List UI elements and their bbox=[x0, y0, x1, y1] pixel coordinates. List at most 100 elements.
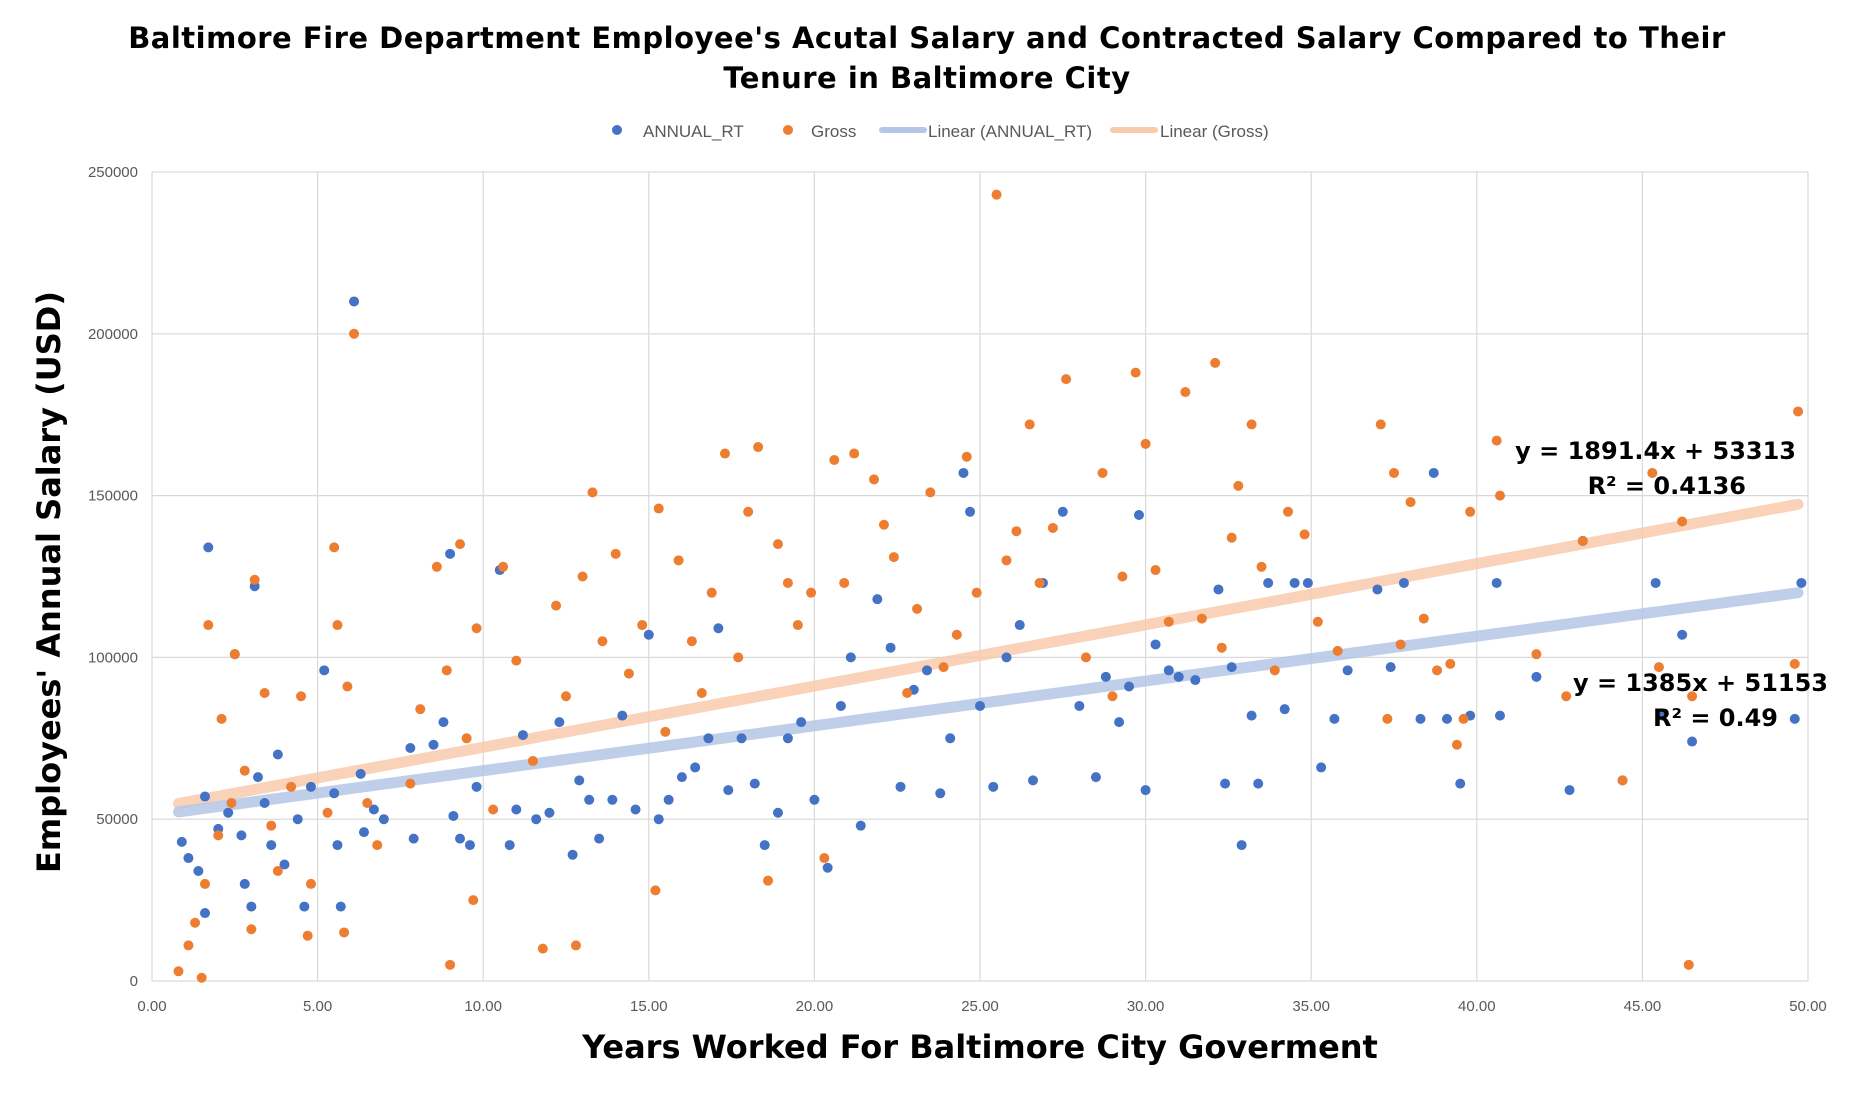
point-gross bbox=[1494, 490, 1505, 501]
point-annual-rt bbox=[1398, 577, 1409, 588]
point-gross bbox=[1097, 467, 1108, 478]
point-gross bbox=[1375, 419, 1386, 430]
point-annual-rt bbox=[736, 733, 747, 744]
point-gross bbox=[1465, 506, 1476, 517]
point-gross bbox=[471, 623, 482, 634]
point-gross bbox=[719, 448, 730, 459]
y-tick-label: 200000 bbox=[88, 326, 138, 343]
point-gross bbox=[1150, 565, 1161, 576]
x-axis-title: Years Worked For Baltimore City Govermen… bbox=[581, 1028, 1378, 1066]
point-gross bbox=[1180, 387, 1191, 398]
point-annual-rt bbox=[199, 908, 210, 919]
point-gross bbox=[839, 577, 850, 588]
point-annual-rt bbox=[246, 901, 257, 912]
point-annual-rt bbox=[1428, 467, 1439, 478]
legend-label: Linear (Gross) bbox=[1160, 122, 1269, 141]
point-annual-rt bbox=[690, 762, 701, 773]
point-gross bbox=[763, 875, 774, 886]
point-annual-rt bbox=[1173, 671, 1184, 682]
point-annual-rt bbox=[517, 730, 528, 741]
point-gross bbox=[610, 548, 621, 559]
point-annual-rt bbox=[355, 768, 366, 779]
point-annual-rt bbox=[607, 794, 618, 805]
point-gross bbox=[1130, 367, 1141, 378]
point-gross bbox=[1216, 642, 1227, 653]
point-gross bbox=[561, 691, 571, 702]
point-gross bbox=[372, 840, 383, 851]
point-annual-rt bbox=[782, 733, 793, 744]
point-annual-rt bbox=[958, 467, 969, 478]
point-annual-rt bbox=[703, 733, 714, 744]
point-annual-rt bbox=[438, 717, 449, 728]
point-gross bbox=[1011, 526, 1022, 537]
point-annual-rt bbox=[504, 840, 515, 851]
point-gross bbox=[322, 807, 333, 818]
point-gross bbox=[878, 519, 889, 530]
point-annual-rt bbox=[584, 794, 595, 805]
point-gross bbox=[332, 620, 343, 631]
point-gross bbox=[183, 940, 194, 951]
point-annual-rt bbox=[1789, 713, 1800, 724]
point-annual-rt bbox=[428, 739, 439, 750]
point-gross bbox=[1458, 713, 1469, 724]
point-annual-rt bbox=[193, 865, 204, 876]
point-annual-rt bbox=[567, 849, 578, 860]
point-gross bbox=[971, 587, 982, 598]
point-annual-rt bbox=[574, 775, 585, 786]
point-annual-rt bbox=[1027, 775, 1038, 786]
point-gross bbox=[792, 620, 803, 631]
point-annual-rt bbox=[223, 807, 234, 818]
point-annual-rt bbox=[358, 827, 369, 838]
point-gross bbox=[706, 587, 717, 598]
point-gross bbox=[286, 781, 297, 792]
point-gross bbox=[199, 878, 210, 889]
point-gross bbox=[1405, 497, 1416, 508]
point-gross bbox=[1299, 529, 1310, 540]
point-gross bbox=[961, 451, 972, 462]
point-annual-rt bbox=[935, 788, 946, 799]
legend-label: ANNUAL_RT bbox=[643, 122, 744, 141]
point-annual-rt bbox=[713, 623, 724, 634]
point-gross bbox=[1617, 775, 1628, 786]
point-annual-rt bbox=[266, 840, 277, 851]
point-annual-rt bbox=[335, 901, 346, 912]
point-gross bbox=[1445, 658, 1456, 669]
point-annual-rt bbox=[1491, 577, 1502, 588]
point-gross bbox=[239, 765, 250, 776]
point-gross bbox=[455, 539, 466, 550]
point-gross bbox=[1418, 613, 1429, 624]
point-gross bbox=[1163, 616, 1174, 627]
y-tick-label: 0 bbox=[130, 973, 138, 990]
y-tick-label: 250000 bbox=[88, 164, 138, 181]
point-annual-rt bbox=[1289, 577, 1300, 588]
chart-title: Baltimore Fire Department Employee's Acu… bbox=[128, 21, 1726, 55]
point-annual-rt bbox=[594, 833, 605, 844]
x-tick-label: 40.00 bbox=[1458, 998, 1496, 1015]
point-annual-rt bbox=[1531, 671, 1542, 682]
legend-marker bbox=[612, 125, 622, 135]
point-gross bbox=[1389, 467, 1399, 478]
point-gross bbox=[991, 189, 1002, 200]
chart-title-line2: Tenure in Baltimore City bbox=[723, 61, 1130, 95]
point-gross bbox=[1312, 616, 1323, 627]
tick-labels: 0.00 5.00 10.00 15.00 20.00 25.00 30.00 35.00 40… bbox=[88, 164, 1827, 1015]
point-annual-rt bbox=[1385, 662, 1396, 673]
point-gross bbox=[213, 830, 224, 841]
point-annual-rt bbox=[511, 804, 522, 815]
point-annual-rt bbox=[1100, 671, 1111, 682]
point-gross bbox=[938, 662, 949, 673]
point-annual-rt bbox=[471, 781, 482, 792]
point-gross bbox=[173, 966, 184, 977]
x-tick-label: 35.00 bbox=[1292, 998, 1330, 1015]
point-annual-rt bbox=[1150, 639, 1161, 650]
point-annual-rt bbox=[1415, 713, 1426, 724]
point-annual-rt bbox=[349, 296, 360, 307]
point-annual-rt bbox=[1074, 700, 1085, 711]
point-gross bbox=[1080, 652, 1091, 663]
point-gross bbox=[912, 603, 923, 614]
point-annual-rt bbox=[1226, 662, 1237, 673]
point-annual-rt bbox=[1213, 584, 1224, 595]
point-annual-rt bbox=[1246, 710, 1257, 721]
point-annual-rt bbox=[1279, 704, 1290, 715]
